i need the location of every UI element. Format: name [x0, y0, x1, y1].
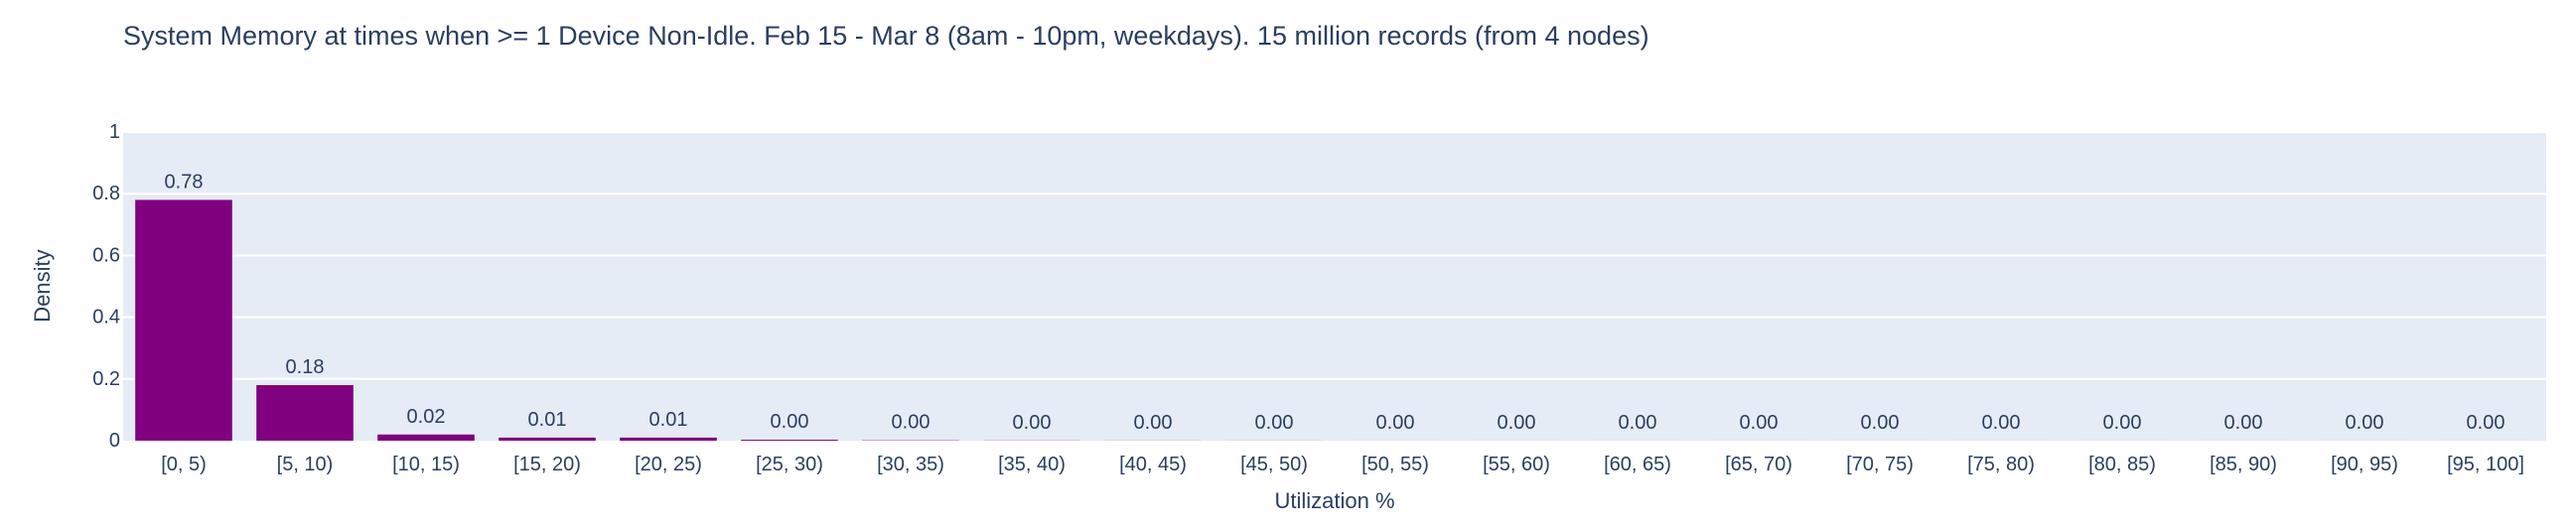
x-tick-label: [25, 30): [756, 454, 823, 475]
x-tick-label: [40, 45): [1119, 454, 1187, 475]
x-axis-label: Utilization %: [1274, 488, 1394, 513]
bar: [377, 434, 475, 441]
x-tick-label: [15, 20): [513, 454, 581, 475]
bar-data-label: 0.00: [1255, 412, 1294, 434]
y-axis-label: Density: [30, 249, 55, 322]
x-tick-label: [10, 15): [392, 454, 460, 475]
bar-data-label: 0.00: [1740, 412, 1779, 434]
x-tick-label: [50, 55): [1361, 454, 1429, 475]
x-tick-label: [0, 5): [161, 454, 207, 475]
bar-data-label: 0.78: [165, 171, 204, 193]
y-tick-label: 0.8: [92, 183, 120, 204]
bar-data-label: 0.00: [1498, 412, 1536, 434]
bar: [135, 199, 232, 441]
y-tick-label: 0.4: [92, 307, 120, 329]
y-tick-label: 1: [109, 121, 120, 143]
bar-data-label: 0.01: [649, 409, 688, 431]
bar-data-label: 0.00: [2346, 412, 2384, 434]
bar-data-label: 0.00: [2103, 412, 2142, 434]
bar-data-label: 0.18: [286, 356, 325, 378]
bar-data-label: 0.00: [1376, 412, 1415, 434]
y-tick-label: 0.2: [92, 368, 120, 390]
x-tick-label: [45, 50): [1240, 454, 1308, 475]
chart-title: System Memory at times when >= 1 Device …: [123, 21, 1649, 51]
bar-data-label: 0.00: [771, 411, 809, 433]
bar-data-label: 0.00: [1134, 412, 1173, 434]
x-tick-label: [80, 85): [2088, 454, 2156, 475]
bar-data-label: 0.01: [528, 409, 567, 431]
x-tick-label: [90, 95): [2331, 454, 2398, 475]
bar-data-label: 0.00: [1861, 412, 1900, 434]
x-tick-label: [5, 10): [277, 454, 334, 475]
grid: [123, 131, 2546, 380]
bar-data-label: 0.00: [1619, 412, 1657, 434]
x-tick-label: [60, 65): [1604, 454, 1671, 475]
data-labels: 0.78 0.18 0.02 0.01 0.01 0.00 0.00 0.00 0.00 0.00…: [165, 171, 2505, 434]
plot-area: [123, 132, 2546, 441]
bar: [256, 385, 354, 441]
bars: [135, 199, 2534, 441]
bar: [499, 437, 596, 441]
bar-data-label: 0.00: [2224, 412, 2263, 434]
bar-data-label: 0.02: [407, 406, 446, 428]
x-tick-label: [20, 25): [635, 454, 702, 475]
x-tick-label: [30, 35): [877, 454, 944, 475]
y-tick-label: 0.6: [92, 244, 120, 266]
x-tick-label: [75, 80): [1967, 454, 2035, 475]
x-axis-ticks: [0, 5) [5, 10) [10, 15) [15, 20) [20, 25) [25…: [161, 454, 2524, 475]
x-tick-label: [65, 70): [1725, 454, 1792, 475]
y-axis-ticks: 0 0.2 0.4 0.6 0.8 1: [92, 121, 120, 452]
x-tick-label: [95, 100]: [2447, 454, 2524, 475]
x-tick-label: [85, 90): [2210, 454, 2277, 475]
bar-data-label: 0.00: [2467, 412, 2505, 434]
y-tick-label: 0: [109, 430, 120, 452]
bar: [741, 440, 838, 441]
x-tick-label: [70, 75): [1846, 454, 1914, 475]
bar-data-label: 0.00: [1013, 412, 1052, 434]
bar: [620, 437, 717, 441]
bar-data-label: 0.00: [1982, 412, 2021, 434]
bar-data-label: 0.00: [892, 412, 930, 434]
x-tick-label: [35, 40): [998, 454, 1066, 475]
x-tick-label: [55, 60): [1483, 454, 1550, 475]
